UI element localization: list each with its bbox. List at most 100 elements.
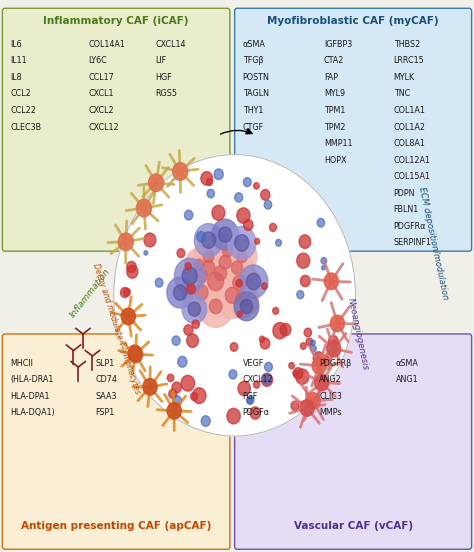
Circle shape: [310, 345, 316, 352]
Circle shape: [143, 379, 157, 395]
Text: MYL9: MYL9: [324, 89, 345, 98]
Text: CCL2: CCL2: [10, 89, 31, 98]
Circle shape: [191, 247, 227, 289]
Text: Inflammatory CAF (iCAF): Inflammatory CAF (iCAF): [44, 17, 189, 26]
Circle shape: [185, 248, 213, 282]
Text: CLIC3: CLIC3: [319, 392, 342, 401]
Text: Myofibroblastic CAF (myCAF): Myofibroblastic CAF (myCAF): [267, 17, 439, 26]
Text: COL1A2: COL1A2: [393, 123, 426, 131]
Circle shape: [144, 233, 156, 247]
Circle shape: [188, 302, 201, 316]
Circle shape: [182, 295, 207, 323]
Circle shape: [300, 400, 314, 416]
Text: ANG2: ANG2: [319, 375, 342, 384]
Circle shape: [227, 239, 257, 274]
Text: COL15A1: COL15A1: [393, 172, 431, 181]
Circle shape: [270, 224, 276, 231]
Circle shape: [264, 362, 273, 371]
Text: LY6C: LY6C: [88, 56, 107, 65]
Text: ANG1: ANG1: [396, 375, 419, 384]
Text: POSTN: POSTN: [243, 73, 270, 82]
FancyBboxPatch shape: [2, 334, 230, 549]
Circle shape: [220, 261, 258, 305]
Circle shape: [169, 389, 177, 399]
Circle shape: [127, 261, 136, 273]
Text: HGF: HGF: [155, 73, 172, 82]
Text: THBS2: THBS2: [393, 40, 420, 49]
Text: LRRC15: LRRC15: [393, 56, 424, 65]
Circle shape: [293, 368, 303, 379]
Text: FGF: FGF: [243, 392, 258, 401]
Circle shape: [184, 210, 193, 220]
Circle shape: [273, 307, 279, 314]
Circle shape: [195, 285, 208, 300]
Circle shape: [173, 163, 188, 181]
Circle shape: [192, 320, 200, 328]
Circle shape: [254, 381, 260, 388]
Circle shape: [202, 252, 238, 294]
Text: FSP1: FSP1: [95, 408, 114, 417]
Circle shape: [167, 277, 193, 308]
Text: COL14A1: COL14A1: [88, 40, 125, 49]
Circle shape: [321, 266, 325, 270]
Text: MMP11: MMP11: [324, 139, 353, 148]
Text: TAGLN: TAGLN: [243, 89, 269, 98]
Circle shape: [185, 263, 191, 270]
Text: Vascular CAF (vCAF): Vascular CAF (vCAF): [293, 521, 413, 531]
Circle shape: [174, 258, 205, 294]
Text: MYLK: MYLK: [393, 73, 415, 82]
Text: PDGFα: PDGFα: [243, 408, 270, 417]
Circle shape: [167, 374, 174, 381]
Circle shape: [327, 341, 341, 357]
Text: TPM2: TPM2: [324, 123, 346, 131]
Circle shape: [201, 172, 212, 185]
Circle shape: [214, 169, 223, 179]
Circle shape: [234, 292, 259, 321]
Circle shape: [210, 299, 222, 314]
Circle shape: [187, 334, 198, 347]
Circle shape: [237, 208, 250, 223]
Circle shape: [173, 285, 187, 300]
Circle shape: [297, 290, 304, 299]
Circle shape: [228, 226, 256, 259]
Text: αSMA: αSMA: [396, 359, 419, 368]
Text: MHCII: MHCII: [10, 359, 33, 368]
Text: CTGF: CTGF: [243, 123, 264, 131]
Circle shape: [321, 355, 330, 365]
Circle shape: [321, 257, 327, 264]
Circle shape: [219, 227, 232, 242]
Circle shape: [263, 374, 272, 384]
Text: PDGFRβ: PDGFRβ: [319, 359, 352, 368]
Circle shape: [198, 285, 234, 327]
Circle shape: [114, 155, 356, 436]
FancyBboxPatch shape: [235, 8, 472, 251]
Text: SLP1: SLP1: [95, 359, 114, 368]
Circle shape: [127, 266, 138, 278]
Text: CXCL14: CXCL14: [155, 40, 186, 49]
Circle shape: [227, 408, 240, 424]
Circle shape: [231, 261, 243, 274]
Circle shape: [212, 219, 238, 250]
Text: CCL22: CCL22: [10, 106, 36, 115]
Circle shape: [254, 183, 259, 189]
Circle shape: [214, 266, 227, 280]
Circle shape: [324, 273, 338, 289]
Circle shape: [202, 261, 215, 275]
Circle shape: [121, 308, 136, 325]
Circle shape: [208, 272, 224, 291]
Circle shape: [306, 392, 320, 409]
Circle shape: [222, 245, 232, 257]
Circle shape: [167, 402, 181, 419]
Circle shape: [212, 272, 252, 319]
Text: SAA3: SAA3: [95, 392, 117, 401]
Circle shape: [192, 388, 206, 404]
Text: TNC: TNC: [393, 89, 410, 98]
Text: CD74: CD74: [95, 375, 117, 384]
Circle shape: [148, 174, 164, 192]
Circle shape: [289, 363, 294, 369]
Circle shape: [194, 224, 223, 257]
Circle shape: [194, 259, 204, 270]
Circle shape: [237, 311, 242, 317]
Circle shape: [120, 288, 129, 298]
Circle shape: [208, 242, 242, 282]
